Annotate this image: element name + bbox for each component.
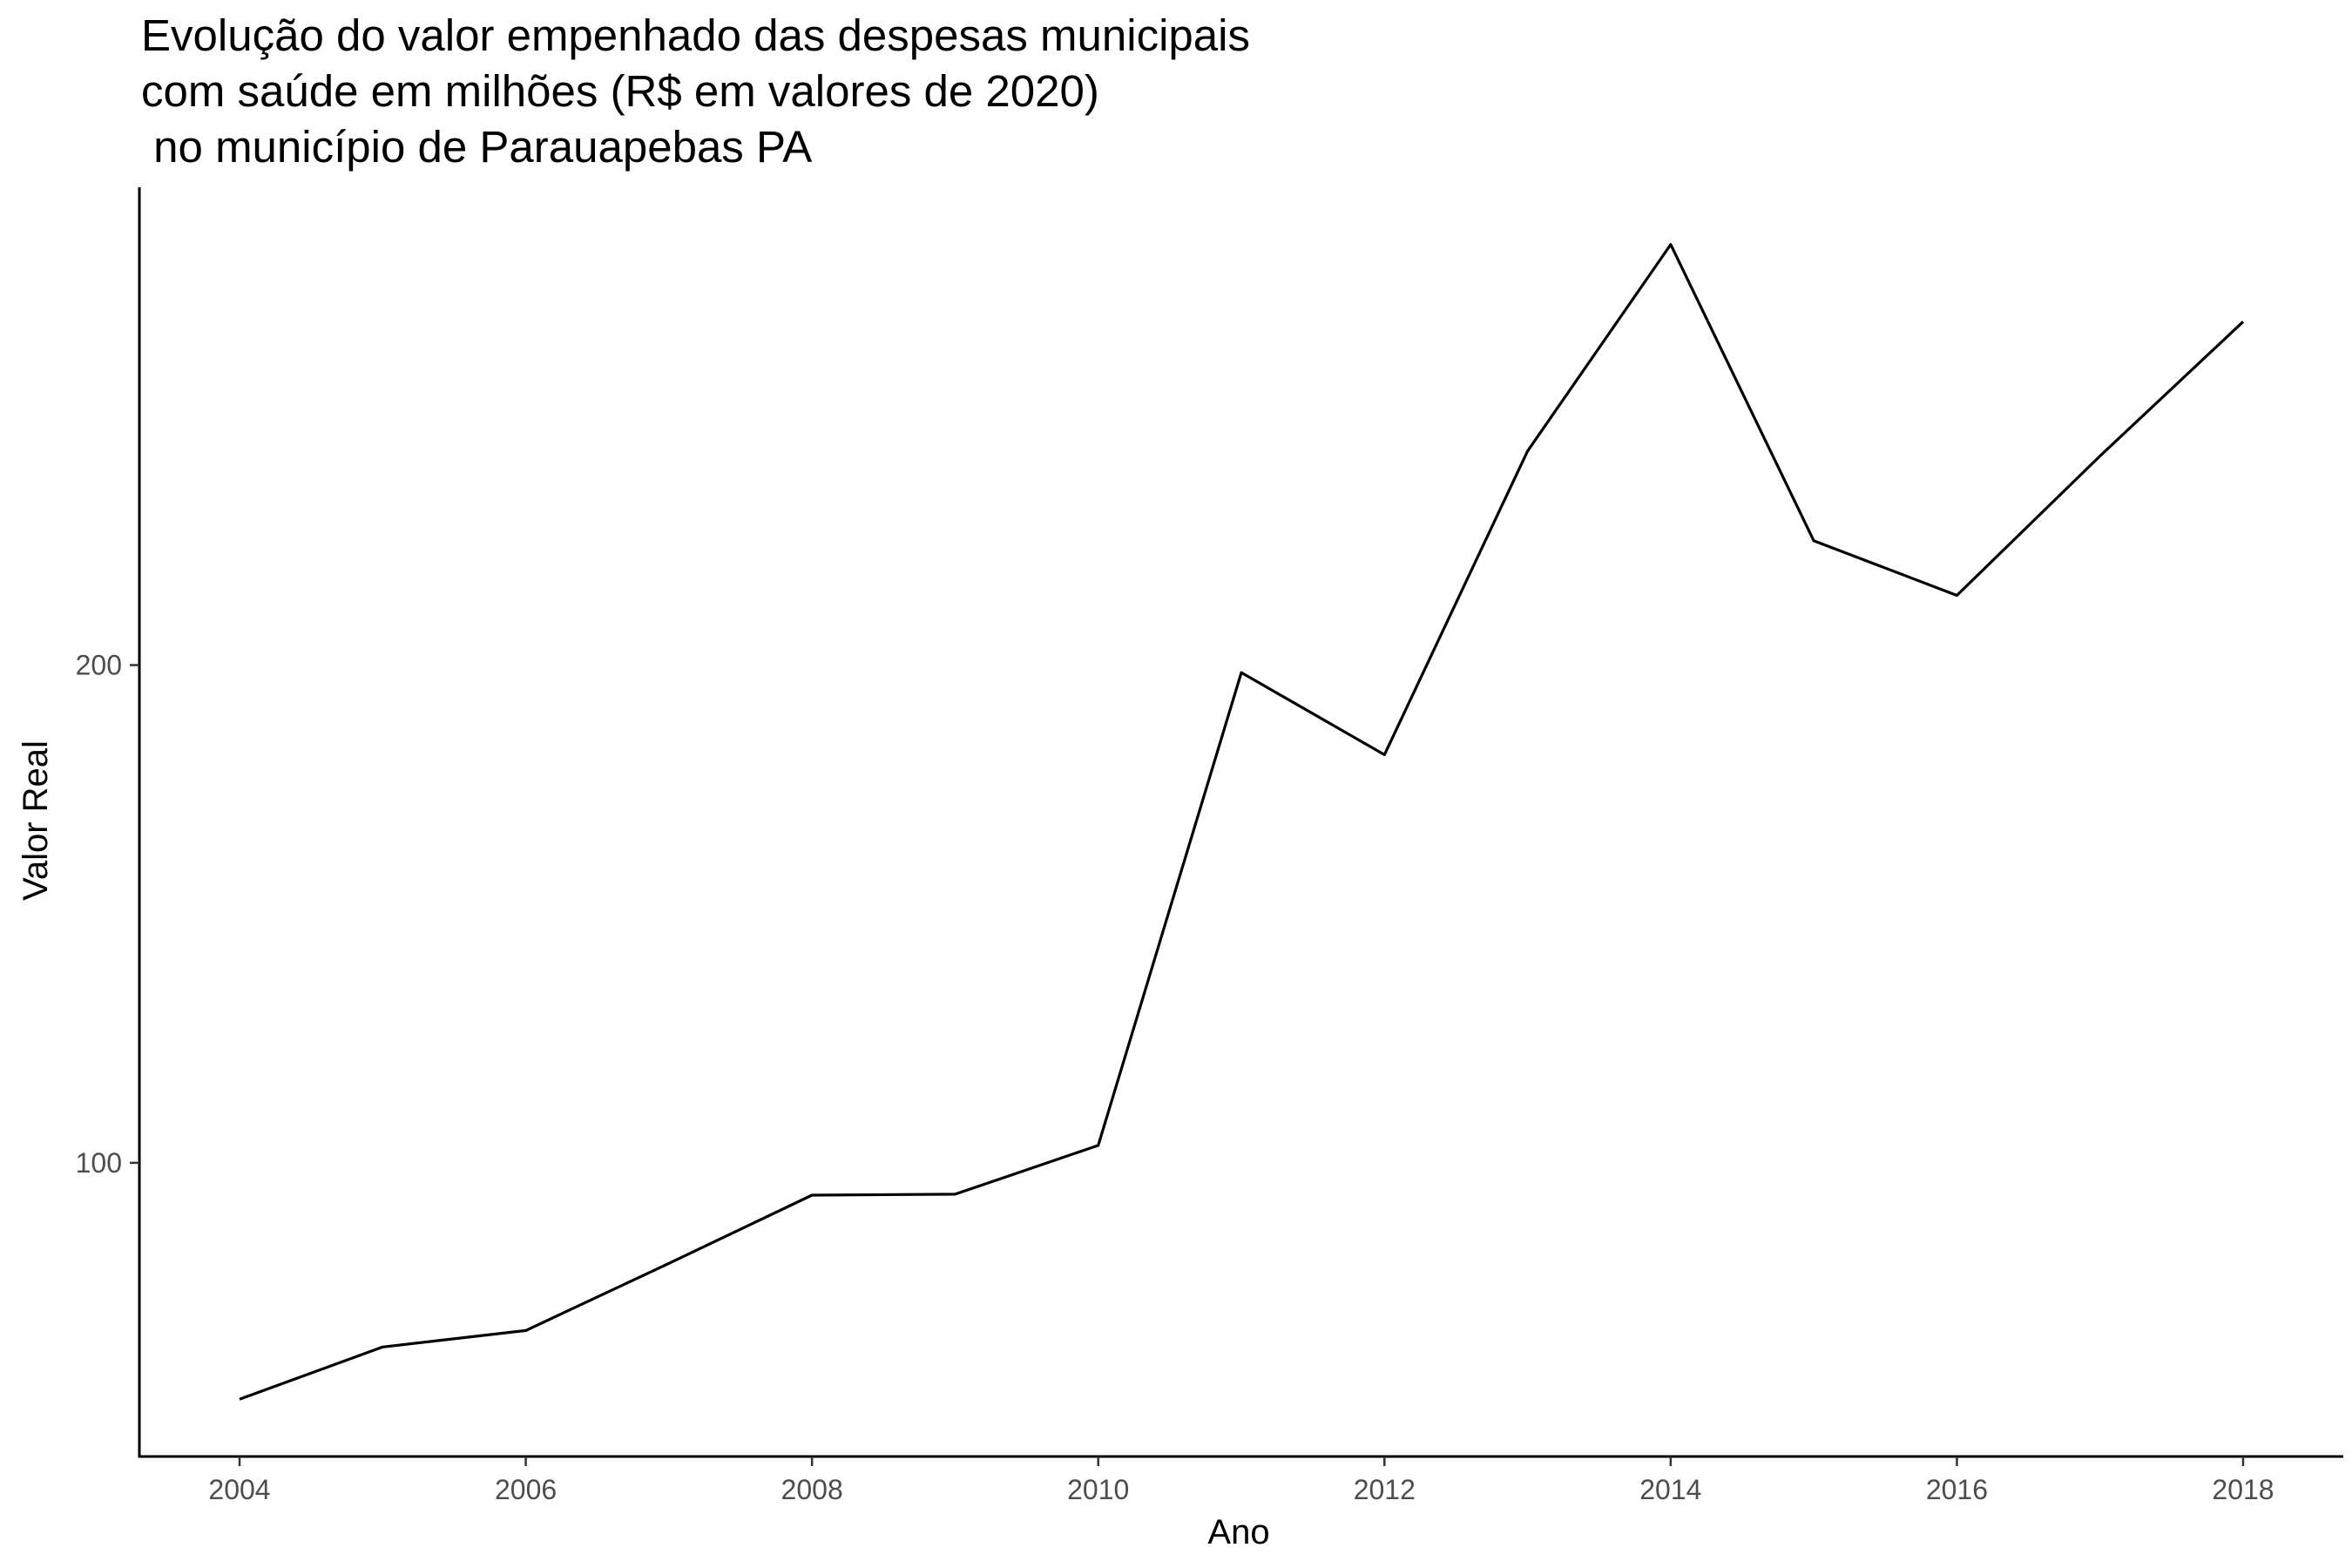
x-tick-label: 2010 — [1067, 1474, 1129, 1505]
chart-title-line-1: Evolução do valor empenhado das despesas… — [141, 10, 1250, 60]
x-tick-label: 2016 — [1926, 1474, 1988, 1505]
x-tick-label: 2012 — [1354, 1474, 1416, 1505]
x-axis-title: Ano — [1207, 1513, 1269, 1551]
y-axis-title: Valor Real — [17, 740, 55, 901]
chart-title-line-2: com saúde em milhões (R$ em valores de 2… — [141, 66, 1099, 116]
plot-area: 2004 2006 2008 2010 2012 2014 2016 2018 100 200 — [76, 187, 2343, 1505]
series-line — [239, 243, 2245, 1401]
y-tick-label: 200 — [76, 650, 122, 681]
x-tick-label: 2004 — [208, 1474, 270, 1505]
x-tick-label: 2008 — [781, 1474, 843, 1505]
x-tick-label: 2018 — [2212, 1474, 2274, 1505]
y-tick-label: 100 — [76, 1147, 122, 1179]
chart-title-line-3: no município de Parauapebas PA — [141, 122, 812, 172]
x-tick-label: 2014 — [1639, 1474, 1701, 1505]
x-tick-label: 2006 — [495, 1474, 557, 1505]
